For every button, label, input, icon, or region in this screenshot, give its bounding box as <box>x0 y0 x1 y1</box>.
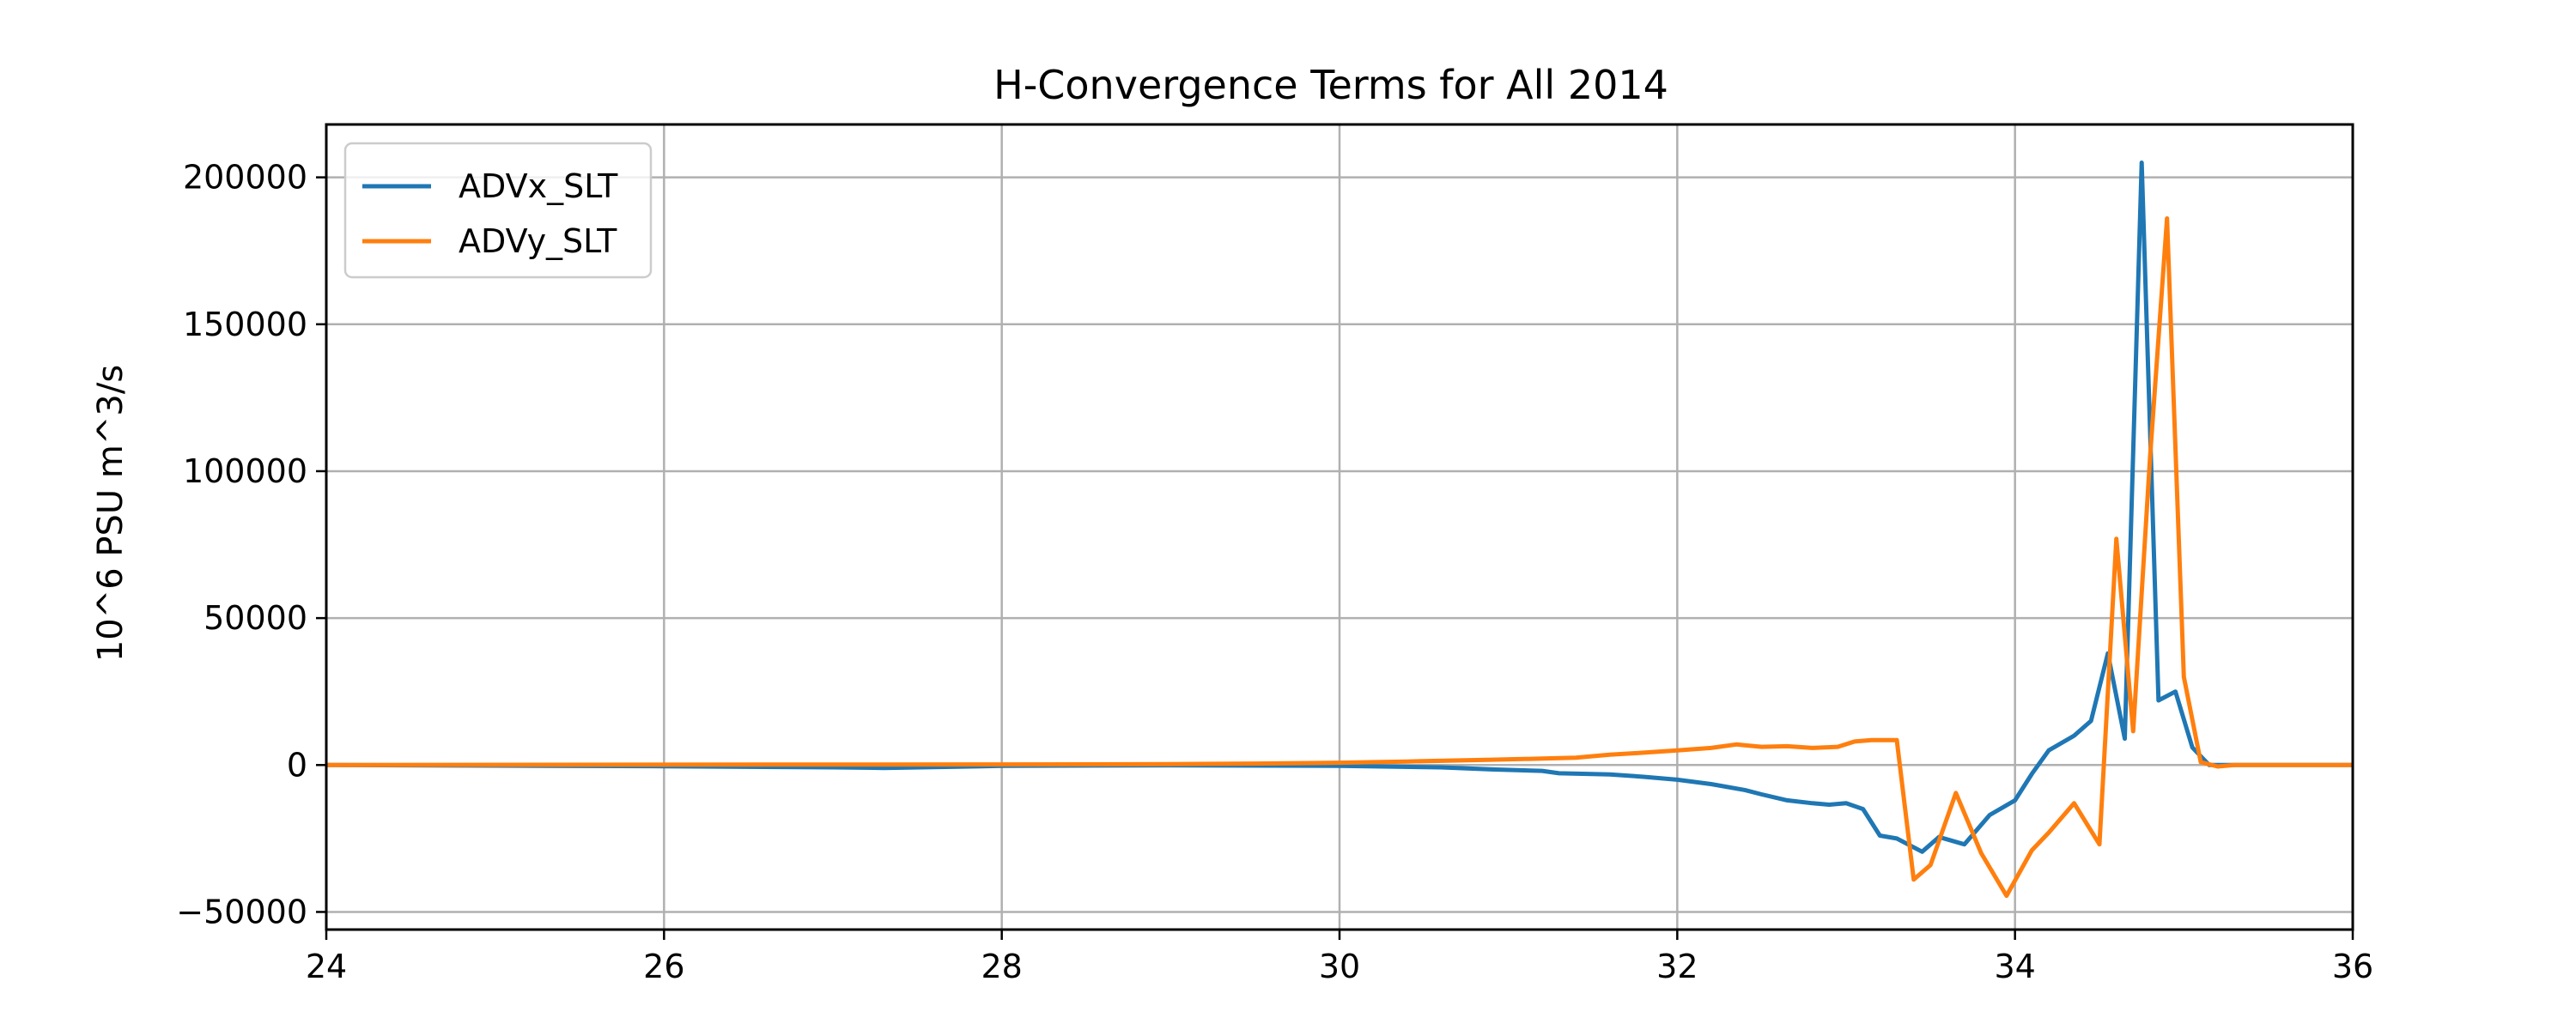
x-tick-label: 30 <box>1319 948 1360 985</box>
y-tick-label: 150000 <box>183 306 307 343</box>
legend-label: ADVy_SLT <box>459 222 617 260</box>
y-tick-label: 200000 <box>183 159 307 197</box>
legend-label: ADVx_SLT <box>459 167 618 205</box>
series-line-advy-slt <box>326 216 2353 899</box>
chart-title: H-Convergence Terms for All 2014 <box>993 62 1668 108</box>
x-tick-label: 34 <box>1994 948 2035 985</box>
y-axis-label: 10^6 PSU m^3/s <box>91 365 131 662</box>
legend-box <box>343 142 653 279</box>
plot-area <box>326 161 2353 899</box>
x-tick-label: 24 <box>306 948 347 985</box>
y-tick-label: 0 <box>287 746 307 784</box>
x-tick-label: 26 <box>643 948 684 985</box>
series-line-advx-slt <box>326 161 2353 854</box>
y-tick-label: 50000 <box>204 599 307 637</box>
axes: 24 26 28 30 32 34 36 −50000 0 50000 100000 150000 20… <box>176 123 2373 985</box>
x-tick-label: 32 <box>1656 948 1698 985</box>
y-tick-label: −50000 <box>176 893 307 930</box>
x-tick-label: 28 <box>981 948 1022 985</box>
x-tick-label: 36 <box>2332 948 2373 985</box>
y-tick-label: 100000 <box>183 452 307 490</box>
legend: ADVx_SLT ADVy_SLT <box>343 142 653 279</box>
